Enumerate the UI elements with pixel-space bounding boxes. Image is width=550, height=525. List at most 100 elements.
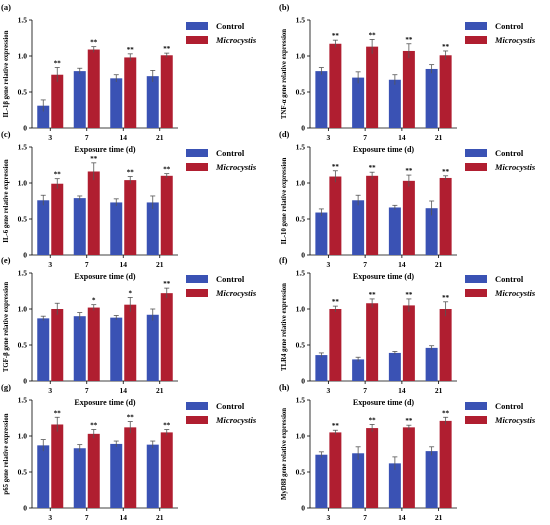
panel-label: (e) [1, 255, 11, 265]
y-axis-label: p65 gene relative expression [3, 413, 10, 494]
legend-label: Microcystis [215, 162, 257, 172]
chart-panel: (g) p65 gene relative expression 0 0.5 1.0 1.… [1, 382, 257, 522]
legend-swatch [186, 275, 208, 283]
bar-microcystis [51, 74, 64, 128]
legend-label: Control [216, 274, 245, 284]
bar-microcystis [439, 177, 452, 255]
x-tick-label: 7 [85, 133, 89, 142]
x-tick-label: 7 [363, 260, 367, 269]
legend-label: Control [216, 21, 245, 31]
chart-panel: (b) TNF-α gene relative expression 0 0.5 1.0… [279, 2, 536, 154]
significance-mark: ** [90, 422, 98, 430]
y-axis-label: IL-10 gene relative expression [281, 157, 288, 244]
significance-mark: ** [163, 45, 171, 53]
legend-label: Control [216, 148, 245, 158]
y-tick-label: 1.5 [18, 143, 28, 152]
y-axis-label: IL-6 gene relative expression [3, 159, 10, 243]
x-tick-label: 14 [398, 260, 406, 269]
chart-panel: (d) IL-10 gene relative expression 0 0.5 1.0… [279, 129, 536, 281]
bar-control [146, 76, 159, 128]
significance-mark: ** [54, 171, 62, 179]
bar-control [425, 208, 438, 255]
significance-mark: ** [369, 31, 377, 39]
y-tick-label: 0 [301, 124, 305, 133]
y-tick-label: 0.5 [18, 341, 28, 350]
legend-label: Microcystis [215, 288, 257, 298]
x-tick-label: 3 [327, 260, 331, 269]
bar-control [425, 68, 438, 128]
y-tick-label: 1.5 [18, 16, 28, 25]
x-axis-label: Exposure time (d) [353, 272, 415, 281]
bar-control [425, 347, 438, 381]
bar-microcystis [402, 50, 415, 128]
bar-control [388, 352, 401, 381]
significance-mark: ** [163, 280, 171, 288]
legend-label: Control [495, 401, 524, 411]
y-tick-label: 1.0 [18, 52, 28, 61]
bar-control [73, 71, 86, 128]
bar-control [388, 207, 401, 255]
significance-mark: ** [127, 414, 135, 422]
significance-mark: ** [163, 422, 171, 430]
legend-label: Control [216, 401, 245, 411]
x-axis-label: Exposure time (d) [74, 272, 136, 281]
significance-mark: ** [90, 155, 98, 163]
bar-control [37, 318, 50, 381]
bar-microcystis [366, 175, 379, 255]
legend-label: Control [495, 274, 524, 284]
bar-control [388, 79, 401, 128]
bar-microcystis [160, 293, 173, 381]
bar-microcystis [124, 304, 137, 381]
y-tick-label: 1.0 [296, 305, 306, 314]
x-tick-label: 21 [435, 386, 443, 395]
x-tick-label: 3 [48, 133, 52, 142]
x-tick-label: 14 [120, 513, 128, 522]
legend-label: Control [495, 21, 524, 31]
y-tick-label: 0.5 [296, 215, 306, 224]
bar-microcystis [329, 43, 342, 129]
chart-panel: (c) IL-6 gene relative expression 0 0.5 1.0 1… [1, 129, 257, 281]
y-tick-label: 1.0 [18, 179, 28, 188]
bar-control [146, 314, 159, 381]
y-tick-label: 1.5 [296, 143, 306, 152]
legend-swatch [465, 22, 487, 30]
panel-label: (d) [279, 129, 290, 139]
x-tick-label: 3 [48, 513, 52, 522]
x-tick-label: 21 [156, 513, 164, 522]
bar-control [352, 77, 365, 128]
y-tick-label: 0 [23, 124, 27, 133]
y-tick-label: 0.5 [296, 468, 306, 477]
bar-control [388, 463, 401, 508]
bar-control [73, 198, 86, 255]
y-axis-label: IL-1β gene relative expression [3, 30, 10, 117]
legend-swatch [465, 416, 487, 424]
significance-mark: ** [163, 166, 171, 174]
significance-mark: * [92, 297, 96, 305]
significance-mark: ** [332, 422, 340, 430]
bar-microcystis [329, 309, 342, 381]
chart-panel: (h) MyD88 gene relative expression 0 0.5 1.0… [279, 382, 536, 522]
x-tick-label: 21 [435, 133, 443, 142]
legend-swatch [186, 149, 208, 157]
legend-swatch [465, 289, 487, 297]
bar-control [110, 443, 123, 508]
x-tick-label: 7 [85, 386, 89, 395]
bar-control [37, 200, 50, 255]
panel-label: (h) [279, 382, 290, 392]
x-tick-label: 14 [120, 260, 128, 269]
y-axis-label: TNF-α gene relative expression [281, 29, 288, 119]
y-tick-label: 1.0 [18, 432, 28, 441]
x-tick-label: 7 [363, 133, 367, 142]
bar-microcystis [51, 309, 64, 381]
legend-swatch [186, 36, 208, 44]
y-tick-label: 1.0 [296, 179, 306, 188]
legend-label: Microcystis [494, 162, 536, 172]
y-tick-label: 1.5 [18, 396, 28, 405]
significance-mark: ** [369, 416, 377, 424]
significance-mark: ** [332, 32, 340, 40]
bar-microcystis [87, 307, 100, 381]
significance-mark: ** [442, 294, 450, 302]
bar-control [352, 453, 365, 508]
bar-microcystis [160, 432, 173, 508]
